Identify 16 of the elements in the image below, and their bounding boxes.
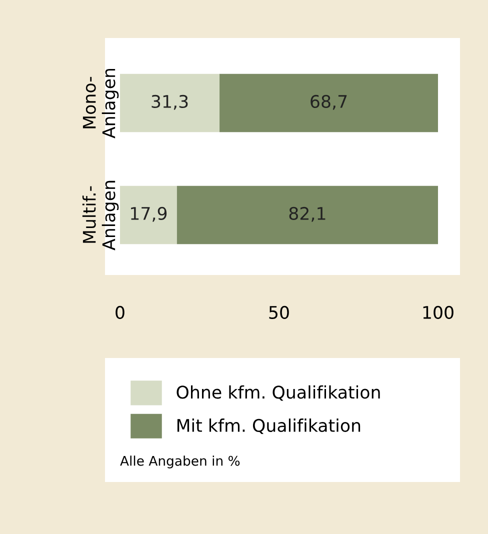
bar [120,186,177,244]
text: 17,9 [131,206,167,222]
y-tick-label: Multif.- Anlagen [82,180,119,250]
bar [220,74,438,132]
x-tick-label: 100 [423,306,454,319]
text: Alle Angaben in % [120,456,240,468]
text: 82,1 [289,206,326,222]
legend-label: Ohne kfm. Qualifikation [176,385,380,401]
text: 68,7 [310,94,347,110]
x-tick-label: 50 [269,306,289,319]
bar [120,74,220,132]
bar [176,186,438,244]
text: 31,3 [152,94,188,110]
y-tick-label: Mono- Anlagen [82,68,119,138]
x-tick-label: 0 [116,306,124,319]
legend-label: Mit kfm. Qualifikation [177,418,360,434]
